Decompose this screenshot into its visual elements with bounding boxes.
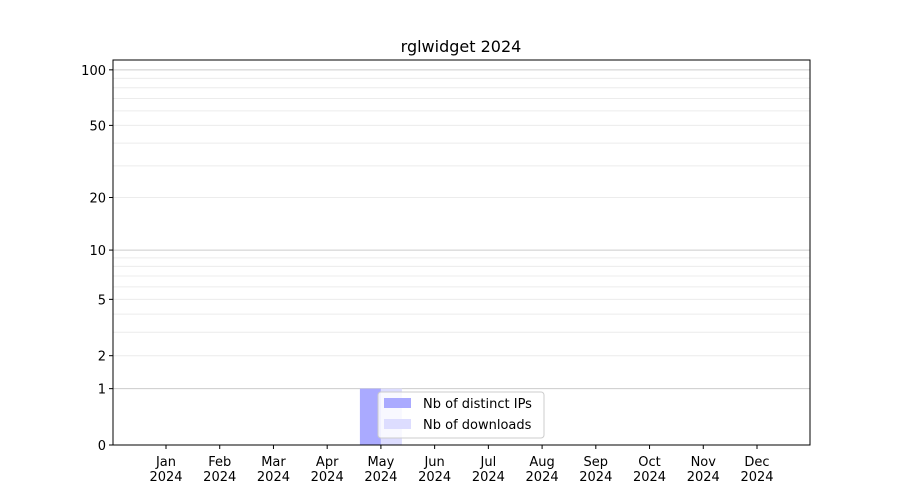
gridlines — [113, 69, 810, 390]
x-tick-label: May 2024 — [364, 455, 397, 485]
y-tick-label: 20 — [89, 192, 106, 207]
x-tick-label: Mar 2024 — [257, 455, 290, 485]
x-tick-label: Jul 2024 — [472, 455, 505, 485]
x-tick-label-line: Oct — [638, 455, 660, 470]
x-tick-label: Oct 2024 — [633, 455, 666, 485]
x-tick-label: Jun 2024 — [418, 455, 451, 485]
x-tick-label: Jan 2024 — [149, 455, 182, 485]
y-tick-label: 5 — [98, 293, 106, 308]
x-tick-label-line: 2024 — [633, 470, 666, 485]
x-tick-label-line: 2024 — [740, 470, 773, 485]
legend-swatch — [384, 398, 411, 408]
legend-swatch — [384, 419, 411, 429]
x-tick-label-line: 2024 — [472, 470, 505, 485]
x-tick-label-line: Apr — [316, 455, 339, 470]
legend: Nb of distinct IPs Nb of downloads — [377, 391, 545, 439]
x-tick-label-line: May — [367, 455, 394, 470]
x-tick-label-line: Mar — [261, 455, 286, 470]
x-tick-label-line: 2024 — [149, 470, 182, 485]
x-tick-label: Dec 2024 — [740, 455, 773, 485]
y-tick-label: 100 — [81, 64, 106, 79]
bar-distinct-ips — [359, 388, 381, 445]
x-tick-label: Apr 2024 — [311, 455, 344, 485]
x-tick-label-line: Aug — [529, 455, 554, 470]
x-tick-label-line: Jun — [423, 455, 444, 470]
x-tick-label-line: Jul — [480, 455, 497, 470]
x-tick-label-line: 2024 — [311, 470, 344, 485]
x-tick-label-line: Dec — [744, 455, 769, 470]
x-tick-label-line: 2024 — [579, 470, 612, 485]
legend-label: Nb of distinct IPs — [423, 397, 532, 412]
x-tick-label-line: Nov — [691, 455, 717, 470]
x-tick-label: Sep 2024 — [579, 455, 612, 485]
x-tick-label-line: 2024 — [526, 470, 559, 485]
y-tick-label: 0 — [98, 439, 106, 454]
y-tick-label: 10 — [89, 244, 106, 259]
x-tick-label-line: 2024 — [203, 470, 236, 485]
x-tick-label-line: Feb — [208, 455, 231, 470]
chart-title: rglwidget 2024 — [401, 37, 522, 56]
x-tick-label-line: Sep — [584, 455, 609, 470]
legend-label: Nb of downloads — [423, 418, 532, 433]
x-tick-label-line: Jan — [155, 455, 176, 470]
x-tick-label: Nov 2024 — [687, 455, 720, 485]
y-axis: 0 1 2 5 10 20 50 100 — [81, 64, 113, 454]
x-tick-label-line: 2024 — [364, 470, 397, 485]
x-tick-label: Feb 2024 — [203, 455, 236, 485]
x-tick-label-line: 2024 — [687, 470, 720, 485]
y-tick-label: 50 — [89, 119, 106, 134]
legend-box — [377, 391, 545, 439]
x-tick-label: Aug 2024 — [526, 455, 559, 485]
y-tick-label: 1 — [98, 383, 106, 398]
plot-frame — [112, 59, 811, 446]
x-tick-label-line: 2024 — [257, 470, 290, 485]
y-tick-label: 2 — [98, 350, 106, 365]
x-tick-label-line: 2024 — [418, 470, 451, 485]
